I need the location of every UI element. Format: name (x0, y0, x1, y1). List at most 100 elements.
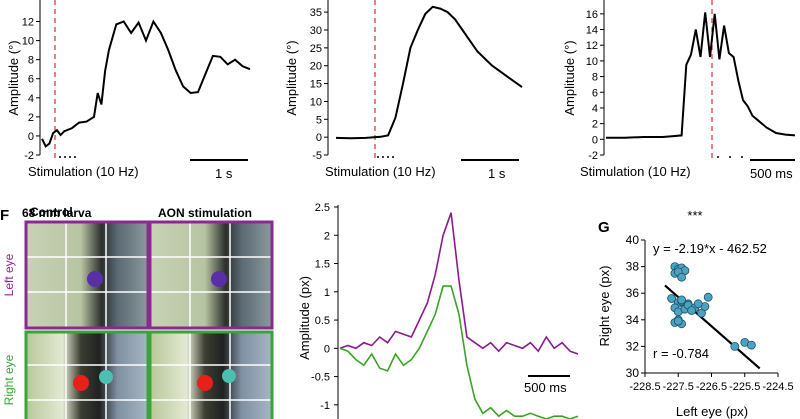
column-label-aon: AON stimulation (158, 206, 252, 220)
y-tick-label: -1 (320, 400, 330, 412)
amplitude-px-plot: 2.5 2 1.5 1 0.5 0 -0.5 -1 Amplitude (px) 500 ms (297, 202, 579, 419)
y-tick-labels: -2 0 2 4 6 8 10 12 14 16 (586, 9, 604, 162)
scale-label: 500 ms (750, 166, 793, 181)
data-points (667, 262, 756, 351)
y-tick-label: 25 (310, 43, 322, 55)
y-tick-label: 12 (586, 40, 598, 52)
y-tick-label: 2 (592, 119, 598, 131)
stimulation-label: Stimulation (10 Hz) (580, 164, 691, 179)
stimulation-label: Stimulation (10 Hz) (325, 164, 436, 179)
y-tick-labels: 2.5 2 1.5 1 0.5 0 -0.5 -1 (311, 202, 338, 412)
y-axis-label: Amplitude (px) (297, 276, 312, 360)
data-point (747, 340, 756, 350)
pupil-marker-teal (99, 370, 113, 384)
y-tick-label: 0.5 (315, 315, 330, 327)
y-tick-label: 35 (310, 7, 322, 19)
stimulation-dots (717, 156, 743, 158)
y-tick-label: 30 (626, 366, 640, 380)
top-panel-3: -2 0 2 4 6 8 10 12 14 16 Amplitude (°) Stimulatio… (562, 0, 796, 181)
row-label-right-eye: Right eye (2, 354, 16, 405)
x-tick-label: -225.5 (729, 381, 760, 393)
y-tick-label: 12 (22, 17, 34, 29)
y-tick-label: 6 (28, 74, 34, 86)
y-tick-label: -2 (588, 150, 598, 162)
series-trace (41, 19, 251, 148)
y-tick-label: 1.5 (315, 259, 330, 271)
image-left-control (24, 220, 150, 330)
y-tick-label: -5 (312, 150, 322, 162)
series-left-eye (339, 212, 579, 355)
row-label-left-eye: Left eye (2, 253, 16, 296)
scale-label: 1 s (488, 166, 506, 181)
x-tick-labels: -228.5 -227.5 -226.5 -225.5 -224.5 (629, 373, 794, 393)
data-point (677, 272, 686, 282)
panel-letter-g: G (598, 219, 610, 236)
y-axis-label: Amplitude (°) (6, 40, 21, 115)
y-tick-label: 34 (626, 313, 640, 327)
y-tick-label: 30 (310, 25, 322, 37)
y-tick-labels: 40 38 36 34 32 30 (626, 233, 645, 380)
y-tick-label: 0 (316, 132, 322, 144)
y-axis-label: Amplitude (°) (284, 40, 299, 115)
data-point (687, 306, 696, 315)
stimulation-label: Stimulation (10 Hz) (28, 164, 139, 179)
y-tick-label: 0 (592, 134, 598, 146)
data-point (677, 295, 686, 305)
x-tick-label: -226.5 (696, 381, 727, 393)
y-tick-label: 2.5 (315, 202, 330, 214)
top-panel-1: -2 0 2 4 6 8 10 12 Amplitude (°) Stimulation (1… (6, 0, 251, 181)
panel-f: F 68 mm larva Control AON stimulation Le… (0, 205, 274, 419)
panel-f-title: 68 mm larva (22, 206, 92, 220)
series-trace (606, 12, 796, 139)
stimulation-dots (59, 156, 76, 158)
pupil-marker-red (73, 375, 89, 391)
column-label-control: Control (30, 205, 73, 219)
y-tick-label: 40 (626, 233, 640, 247)
pupil-marker-teal (222, 369, 236, 383)
y-tick-label: 14 (586, 25, 598, 37)
y-axis-label: Right eye (px) (597, 266, 612, 347)
scale-label: 1 s (215, 166, 233, 181)
y-tick-label: 10 (586, 56, 598, 68)
y-tick-label: 6 (592, 87, 598, 99)
scale-label: 500 ms (524, 380, 567, 395)
y-tick-label: 32 (626, 339, 640, 353)
stimulation-dots (377, 156, 394, 158)
y-tick-label: 36 (626, 286, 640, 300)
y-axis-label: Amplitude (°) (562, 40, 577, 115)
y-tick-label: 1 (324, 287, 330, 299)
y-tick-labels: -2 0 2 4 6 8 10 12 (22, 17, 40, 162)
pupil-marker-purple (87, 271, 103, 287)
series-trace (335, 5, 523, 140)
y-tick-label: 38 (626, 260, 640, 274)
y-tick-label: 20 (310, 61, 322, 73)
y-tick-label: 16 (586, 9, 598, 21)
y-tick-label: 0 (324, 343, 330, 355)
x-tick-label: -228.5 (629, 381, 660, 393)
pupil-marker-red (197, 375, 213, 391)
y-tick-label: 10 (22, 36, 34, 48)
data-point (667, 294, 676, 303)
x-tick-label: -227.5 (663, 381, 694, 393)
data-point (730, 341, 740, 351)
equation-label: y = -2.19*x - 462.52 (653, 241, 767, 256)
y-tick-label: 15 (310, 79, 322, 91)
y-tick-label: 8 (28, 55, 34, 67)
y-tick-label: 2 (324, 230, 330, 242)
y-tick-label: 5 (316, 114, 322, 126)
y-tick-label: 0 (28, 131, 34, 143)
r-value-label: r = -0.784 (653, 346, 709, 361)
panel-letter-f: F (0, 207, 9, 224)
data-point (703, 292, 713, 302)
top-panel-2: -5 0 5 10 15 20 25 30 35 Amplitude (°) Stimulati… (284, 0, 523, 181)
image-right-aon (148, 330, 274, 419)
image-right-control (24, 330, 150, 419)
y-tick-labels: -5 0 5 10 15 20 25 30 35 (310, 7, 328, 162)
y-tick-label: 4 (28, 93, 34, 105)
y-tick-label: 4 (592, 103, 598, 115)
series-right-eye (339, 285, 579, 419)
x-axis-label: Left eye (px) (676, 404, 748, 419)
data-point (693, 299, 703, 309)
